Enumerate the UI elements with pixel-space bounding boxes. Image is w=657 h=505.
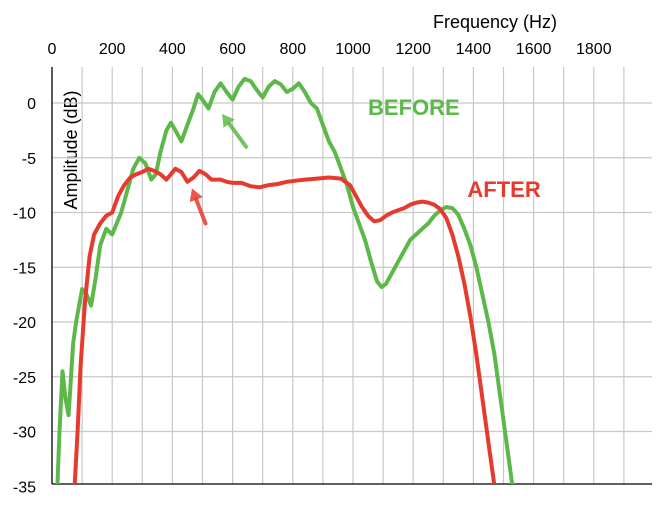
annotation-label-after: AFTER [467, 177, 540, 202]
x-tick-label: 1800 [576, 41, 612, 58]
x-tick-label: 400 [159, 41, 186, 58]
y-axis-title: Amplitude (dB) [61, 90, 81, 209]
x-tick-label: 1600 [516, 41, 552, 58]
y-tick-label: -10 [13, 206, 36, 223]
x-tick-label: 1200 [395, 41, 431, 58]
x-tick-label: 1400 [456, 41, 492, 58]
y-tick-label: 0 [27, 96, 36, 113]
x-tick-label: 0 [48, 41, 57, 58]
annotation-arrowhead-before [222, 113, 235, 128]
annotation-arrow-before [227, 121, 249, 149]
x-axis-title: Frequency (Hz) [433, 12, 557, 32]
y-tick-label: -20 [13, 315, 36, 332]
series-lines [55, 76, 515, 484]
tick-labels: 0 200 400 600 800 1000 1200 1400 1600 1800 0 -5 -10 -… [13, 41, 612, 496]
y-tick-label: -15 [13, 260, 36, 277]
series-line-before [55, 76, 515, 484]
x-tick-label: 800 [279, 41, 306, 58]
axes [51, 67, 652, 485]
y-tick-label: -25 [13, 370, 36, 387]
annotation-label-before: BEFORE [368, 95, 460, 120]
series-line-after [72, 166, 497, 484]
annotation-arrowhead-after [189, 188, 203, 203]
y-tick-label: -35 [13, 479, 36, 496]
x-tick-label: 200 [99, 41, 126, 58]
x-tick-label: 600 [219, 41, 246, 58]
y-tick-label: -5 [22, 151, 36, 168]
annotations: BEFORE AFTER [189, 95, 541, 226]
grid [52, 67, 652, 484]
y-tick-label: -30 [13, 425, 36, 442]
x-tick-label: 1000 [335, 41, 371, 58]
annotation-arrow-after [194, 197, 208, 226]
